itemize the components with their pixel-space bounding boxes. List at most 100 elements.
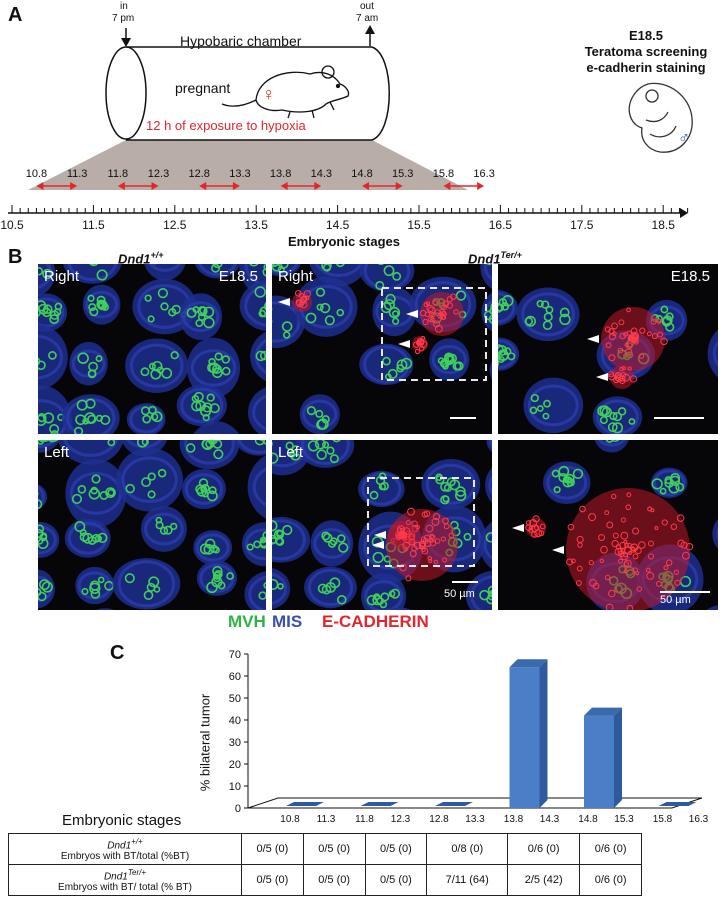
arrowhead-marker-icon bbox=[512, 524, 524, 532]
y-tick-label: 50 bbox=[229, 693, 241, 705]
table-cell: 0/6 (0) bbox=[579, 833, 642, 865]
scale-label: 50 µm bbox=[660, 594, 691, 606]
left-label: Left bbox=[44, 444, 70, 461]
axis-tick-label: 17.5 bbox=[570, 218, 594, 232]
row-desc: Embryos with BT/ total (% BT) bbox=[58, 882, 192, 894]
col1-sup: +/+ bbox=[150, 250, 164, 260]
in-arrow-icon bbox=[121, 38, 131, 47]
row-gene: Dnd1 bbox=[103, 871, 128, 883]
pregnant-mouse-icon bbox=[221, 65, 350, 119]
x-tick-label: 16.3 bbox=[689, 814, 709, 825]
stain-ecadherin: E-CADHERIN bbox=[322, 612, 429, 631]
y-tick-label: 60 bbox=[229, 671, 241, 683]
bar bbox=[286, 802, 324, 806]
y-tick-label: 70 bbox=[229, 649, 241, 661]
arrowhead-right-icon bbox=[395, 182, 403, 190]
x-tick-label: 13.8 bbox=[504, 814, 524, 825]
table-cell: 0/5 (0) bbox=[364, 864, 428, 896]
arrowhead-left-icon bbox=[117, 182, 125, 190]
arrowhead-left-icon bbox=[443, 182, 451, 190]
y-tick-label: 10 bbox=[229, 781, 241, 793]
row-sup: +/+ bbox=[131, 836, 143, 846]
embryo-icon bbox=[628, 82, 693, 153]
screening-line3: e-cadherin staining bbox=[586, 60, 706, 75]
out-time: 7 am bbox=[356, 13, 379, 24]
axis-tick-label: 13.5 bbox=[245, 218, 269, 232]
pregnant-label: pregnant bbox=[175, 80, 231, 96]
x-tick-label: 15.3 bbox=[614, 814, 634, 825]
bar bbox=[360, 802, 399, 806]
axis-tick-label: 15.5 bbox=[407, 218, 431, 232]
col2-sup: Ter/+ bbox=[500, 250, 522, 260]
y-tick-label: 40 bbox=[229, 715, 241, 727]
bt-table: Dnd1+/+ Embryos with BT/total (%BT) 0/5 (0… bbox=[8, 833, 642, 896]
micrograph-wt-right: Right E18.5 bbox=[38, 264, 266, 434]
panel-b-letter: B bbox=[8, 246, 23, 268]
arrowhead-left-icon bbox=[199, 182, 207, 190]
arrowhead-right-icon bbox=[477, 182, 485, 190]
arrowhead-marker-icon bbox=[587, 335, 599, 343]
arrowhead-marker-icon bbox=[372, 541, 384, 549]
bar bbox=[584, 707, 622, 808]
axis-tick-label: 10.5 bbox=[0, 218, 24, 232]
y-tick-label: 30 bbox=[229, 737, 241, 749]
axis-arrow-icon bbox=[680, 208, 688, 218]
arrowhead-left-icon bbox=[36, 182, 44, 190]
bar bbox=[658, 802, 697, 806]
right-label: Right bbox=[278, 268, 314, 285]
window-start-label: 13.8 bbox=[270, 168, 291, 180]
inset-box-ter-left bbox=[367, 477, 478, 583]
screening-line1: E18.5 bbox=[629, 28, 663, 43]
micrograph-wt-left: Left bbox=[38, 440, 266, 610]
arrowhead-left-icon bbox=[362, 182, 370, 190]
micrograph-ter-left: Left 50 µm bbox=[272, 440, 492, 610]
screening-line2: Teratoma screening bbox=[584, 44, 708, 59]
in-time: 7 pm bbox=[112, 13, 135, 24]
left-label: Left bbox=[278, 444, 304, 461]
table-cell: 0/6 (0) bbox=[507, 833, 581, 865]
inset-box-ter-right bbox=[381, 287, 487, 419]
scale-label: 50 µm bbox=[444, 588, 475, 600]
col2-gene: Dnd1 bbox=[468, 251, 501, 267]
arrowhead-right-icon bbox=[314, 182, 322, 190]
stage-label: E18.5 bbox=[218, 268, 258, 285]
table-cell: 0/5 (0) bbox=[241, 833, 304, 865]
table-row: Dnd1+/+ Embryos with BT/total (%BT) 0/5 (0… bbox=[8, 833, 642, 865]
x-tick-label: 12.3 bbox=[391, 814, 411, 825]
arrowhead-marker-icon bbox=[406, 310, 418, 318]
x-tick-label: 14.3 bbox=[540, 814, 560, 825]
table-cell: 7/11 (64) bbox=[426, 864, 509, 896]
arrowhead-marker-icon bbox=[398, 340, 410, 348]
x-tick-label: 11.3 bbox=[317, 814, 336, 825]
panel-a-schematic: 10.5 11.5 12.5 13.5 14.5 15.5 16.5 17.5 18.5 10.… bbox=[0, 25, 693, 232]
micrograph-ter-right: Right bbox=[272, 264, 492, 434]
x-tick-label: 12.8 bbox=[429, 814, 449, 825]
window-start-label: 14.8 bbox=[351, 168, 372, 180]
chamber-right-end bbox=[371, 46, 390, 141]
stain-mvh: MVH bbox=[228, 612, 266, 631]
table-cell: 0/5 (0) bbox=[241, 864, 304, 896]
scalebar-zoom-right bbox=[654, 417, 704, 419]
table-cell: 0/6 (0) bbox=[579, 864, 642, 896]
col2-genotype: Dnd1Ter/+ bbox=[468, 250, 522, 266]
window-start-label: 10.8 bbox=[26, 168, 47, 180]
male-symbol: ♂ bbox=[678, 130, 690, 147]
window-end-label: 14.3 bbox=[311, 168, 332, 180]
row-header: Dnd1Ter/+ Embryos with BT/ total (% BT) bbox=[8, 864, 242, 896]
exposure-funnel bbox=[28, 140, 468, 190]
table-cell: 0/5 (0) bbox=[302, 833, 366, 865]
arrowhead-marker-icon bbox=[278, 298, 290, 306]
window-start-label: 15.8 bbox=[433, 168, 454, 180]
exposure-label: 12 h of exposure to hypoxia bbox=[146, 118, 306, 133]
table-cell: 0/5 (0) bbox=[364, 833, 428, 865]
panel-a-letter: A bbox=[8, 4, 23, 26]
panel-c-letter: C bbox=[110, 642, 125, 664]
stage-label: E18.5 bbox=[670, 268, 710, 285]
y-tick-label: 0 bbox=[235, 803, 241, 815]
window-start-label: 11.8 bbox=[108, 168, 129, 180]
arrowhead-right-icon bbox=[232, 182, 240, 190]
bar bbox=[509, 659, 548, 808]
x-tick-label: 10.8 bbox=[280, 814, 300, 825]
window-start-label: 12.8 bbox=[189, 168, 210, 180]
chamber-left-end bbox=[105, 46, 147, 140]
